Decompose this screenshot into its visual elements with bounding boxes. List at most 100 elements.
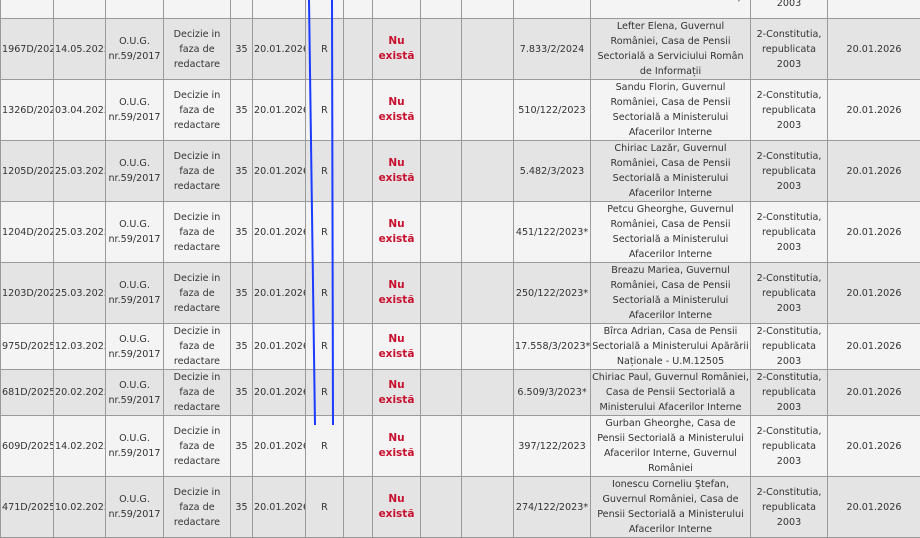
term-date-cell: 20.01.2026	[253, 19, 306, 80]
contested-act-cell: O.U.G. nr.59/2017	[106, 370, 164, 416]
constitution-cell: 2-Constitutia, republicata 2003	[751, 324, 828, 370]
result-cell: Nu există	[373, 80, 421, 141]
parties-cell: Petcu Gheorghe, Guvernul României, Casa …	[591, 202, 751, 263]
r-flag-cell: R	[306, 80, 344, 141]
empty-col-cell	[344, 19, 373, 80]
constitution-cell: 2-Constitutia, republicata 2003	[751, 19, 828, 80]
publication-date-cell	[828, 0, 920, 19]
empty-col-cell	[344, 202, 373, 263]
decision-number-cell: 35	[231, 324, 253, 370]
empty-col-cell	[462, 263, 514, 324]
decision-number-cell: 35	[231, 263, 253, 324]
contested-act-cell: O.U.G. nr.59/2017	[106, 477, 164, 538]
decision-number-cell: 35	[231, 80, 253, 141]
registration-date-cell	[54, 0, 106, 19]
empty-col-cell	[462, 370, 514, 416]
registration-date-cell: 12.03.2025	[54, 324, 106, 370]
parties-cell: Serviciului Român de Informații	[591, 0, 751, 19]
empty-col-cell	[421, 202, 462, 263]
constitution-cell: 2-Constitutia, republicata 2003	[751, 263, 828, 324]
case-status-cell: Decizie in faza de redactare	[164, 324, 231, 370]
registration-date-cell: 25.03.2025	[54, 141, 106, 202]
decision-number-cell: 35	[231, 202, 253, 263]
term-date-cell: 20.01.2026	[253, 80, 306, 141]
empty-col-cell	[421, 0, 462, 19]
publication-date-cell: 20.01.2026	[828, 324, 920, 370]
parties-cell: Lefter Elena, Guvernul României, Casa de…	[591, 19, 751, 80]
case-status-cell: Decizie in faza de redactare	[164, 202, 231, 263]
empty-col-cell	[344, 0, 373, 19]
term-date-cell: 20.01.2026	[253, 263, 306, 324]
case-number-cell: 1205D/2025	[1, 141, 54, 202]
contested-act-cell: O.U.G. nr.59/2017	[106, 80, 164, 141]
case-number-cell: 681D/2025	[1, 370, 54, 416]
term-date-cell: 20.01.2026	[253, 141, 306, 202]
empty-col-cell	[462, 324, 514, 370]
result-cell: Nu există	[373, 370, 421, 416]
case-number-cell: 975D/2025	[1, 324, 54, 370]
constitution-cell: 2-Constitutia, republicata 2003	[751, 370, 828, 416]
case-number-cell: 1326D/2025	[1, 80, 54, 141]
empty-col-cell	[344, 80, 373, 141]
empty-col-cell	[421, 19, 462, 80]
r-flag-cell: R	[306, 477, 344, 538]
publication-date-cell: 20.01.2026	[828, 477, 920, 538]
case-number-cell: 471D/2025	[1, 477, 54, 538]
parties-cell: Chiriac Paul, Guvernul României, Casa de…	[591, 370, 751, 416]
case-number-cell: 1203D/2025	[1, 263, 54, 324]
empty-col-cell	[421, 477, 462, 538]
constitution-cell: 2-Constitutia, republicata 2003	[751, 141, 828, 202]
table-row[interactable]: nr.59/2017de redactare există Serviciului …	[1, 0, 920, 19]
result-cell: Nu există	[373, 263, 421, 324]
registration-date-cell: 25.03.2025	[54, 202, 106, 263]
r-flag-cell: R	[306, 263, 344, 324]
file-number-cell: 451/122/2023*	[514, 202, 591, 263]
r-flag-cell: R	[306, 202, 344, 263]
publication-date-cell: 20.01.2026	[828, 202, 920, 263]
r-flag-cell: R	[306, 370, 344, 416]
case-status-cell: de redactare	[164, 0, 231, 19]
contested-act-cell: O.U.G. nr.59/2017	[106, 324, 164, 370]
case-number-cell	[1, 0, 54, 19]
registration-date-cell: 03.04.2025	[54, 80, 106, 141]
constitution-cell: 2-Constitutia, republicata 2003	[751, 80, 828, 141]
case-status-cell: Decizie in faza de redactare	[164, 141, 231, 202]
empty-col-cell	[462, 202, 514, 263]
contested-act-cell: nr.59/2017	[106, 0, 164, 19]
registration-date-cell: 20.02.2025	[54, 370, 106, 416]
r-flag-cell: R	[306, 19, 344, 80]
empty-col-cell	[344, 370, 373, 416]
case-number-cell: 1967D/2025	[1, 19, 54, 80]
parties-cell: Sandu Florin, Guvernul României, Casa de…	[591, 80, 751, 141]
decision-number-cell: 35	[231, 19, 253, 80]
parties-cell: Breazu Mariea, Guvernul României, Casa d…	[591, 263, 751, 324]
result-cell: Nu există	[373, 477, 421, 538]
decision-number-cell	[231, 0, 253, 19]
registration-date-cell: 14.05.2025	[54, 19, 106, 80]
file-number-cell: 274/122/2023*	[514, 477, 591, 538]
r-flag-cell: R	[306, 324, 344, 370]
empty-col-cell	[421, 324, 462, 370]
publication-date-cell: 20.01.2026	[828, 19, 920, 80]
contested-act-cell: O.U.G. nr.59/2017	[106, 141, 164, 202]
empty-col-cell	[462, 80, 514, 141]
empty-col-cell	[421, 370, 462, 416]
term-date-cell	[253, 0, 306, 19]
constitution-cell: republicata 2003	[751, 0, 828, 19]
file-number-cell	[514, 0, 591, 19]
registration-date-cell: 25.03.2025	[54, 263, 106, 324]
result-cell: Nu există	[373, 202, 421, 263]
result-cell: există	[373, 0, 421, 19]
r-flag-cell	[306, 0, 344, 19]
contested-act-cell: O.U.G. nr.59/2017	[106, 263, 164, 324]
